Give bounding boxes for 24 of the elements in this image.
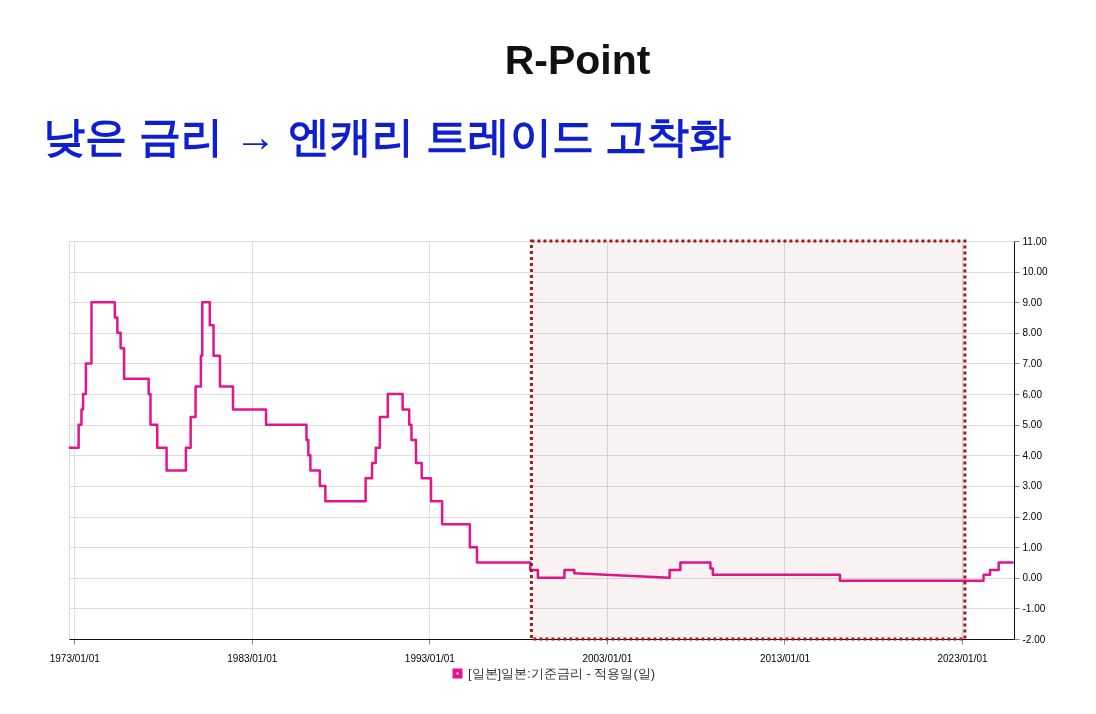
y-tick-label: 10.00 xyxy=(1022,266,1048,278)
x-tick-label: 2013/01/01 xyxy=(759,652,811,664)
chart-title: R-Point xyxy=(504,36,651,83)
y-tick-label: 3.00 xyxy=(1022,480,1043,492)
y-tick-label: 4.00 xyxy=(1022,449,1043,461)
x-tick-label: 2023/01/01 xyxy=(937,652,988,664)
y-tick-label: 1.00 xyxy=(1022,541,1043,553)
chart-subtitle: 낮은 금리 → 엔캐리 트레이드 고착화 xyxy=(43,113,732,160)
line-series xyxy=(68,300,1015,583)
y-tick-label: -1.00 xyxy=(1022,602,1046,614)
x-tick-label: 1993/01/01 xyxy=(404,652,456,664)
y-tick-label: 8.00 xyxy=(1022,327,1043,339)
y-tick-label: -2.00 xyxy=(1022,633,1046,645)
x-tick-label: 1983/01/01 xyxy=(227,652,278,664)
legend-label: [일본]일본:기준금리 - 적용일(일) xyxy=(468,665,656,681)
y-tick-label: 6.00 xyxy=(1022,388,1043,400)
y-tick-label: 11.00 xyxy=(1022,235,1048,247)
y-tick-label: 2.00 xyxy=(1022,511,1043,523)
y-tick-label: 7.00 xyxy=(1022,357,1043,369)
y-tick-label: 9.00 xyxy=(1022,296,1043,308)
x-tick-label: 2003/01/01 xyxy=(582,652,633,664)
y-tick-label: 0.00 xyxy=(1022,572,1043,584)
x-tick-label: 1973/01/01 xyxy=(49,652,101,664)
y-tick-label: 5.00 xyxy=(1022,419,1043,431)
